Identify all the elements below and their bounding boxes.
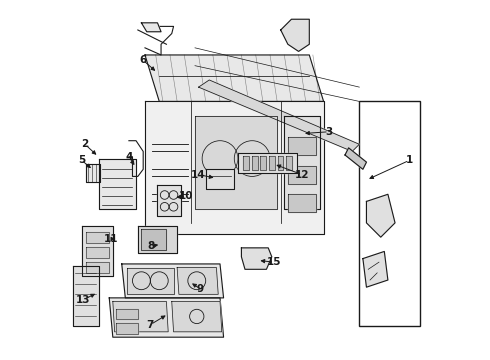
Text: 10: 10 bbox=[179, 191, 194, 201]
Text: 5: 5 bbox=[78, 156, 85, 165]
Text: 9: 9 bbox=[197, 284, 204, 294]
Text: 11: 11 bbox=[104, 234, 118, 244]
Polygon shape bbox=[109, 298, 223, 337]
Polygon shape bbox=[345, 148, 367, 169]
Text: 3: 3 bbox=[325, 127, 333, 137]
Polygon shape bbox=[142, 229, 167, 249]
Polygon shape bbox=[145, 55, 323, 102]
Polygon shape bbox=[260, 156, 266, 170]
Polygon shape bbox=[172, 301, 222, 332]
Polygon shape bbox=[86, 232, 109, 243]
Polygon shape bbox=[269, 156, 275, 170]
Polygon shape bbox=[157, 185, 181, 216]
Polygon shape bbox=[288, 166, 317, 184]
Polygon shape bbox=[277, 156, 283, 170]
Polygon shape bbox=[242, 248, 272, 269]
Polygon shape bbox=[138, 226, 177, 253]
Text: 1: 1 bbox=[406, 156, 413, 165]
Text: 6: 6 bbox=[140, 55, 147, 65]
Polygon shape bbox=[243, 156, 249, 170]
Bar bbox=[359, 102, 420, 327]
Polygon shape bbox=[117, 309, 138, 319]
Polygon shape bbox=[284, 116, 320, 208]
Text: 8: 8 bbox=[148, 241, 155, 251]
Polygon shape bbox=[206, 169, 234, 189]
Text: 4: 4 bbox=[125, 152, 133, 162]
Polygon shape bbox=[73, 266, 98, 327]
Polygon shape bbox=[252, 156, 258, 170]
Polygon shape bbox=[98, 158, 136, 208]
Polygon shape bbox=[195, 116, 277, 208]
Polygon shape bbox=[238, 153, 297, 173]
Polygon shape bbox=[288, 137, 317, 155]
Polygon shape bbox=[122, 264, 223, 298]
Polygon shape bbox=[286, 156, 292, 170]
Polygon shape bbox=[142, 23, 161, 32]
Polygon shape bbox=[86, 262, 109, 273]
Polygon shape bbox=[145, 102, 323, 234]
Polygon shape bbox=[281, 19, 309, 51]
Polygon shape bbox=[363, 251, 388, 287]
Polygon shape bbox=[177, 267, 218, 294]
Polygon shape bbox=[198, 80, 359, 152]
Text: 15: 15 bbox=[267, 257, 282, 267]
Polygon shape bbox=[82, 226, 113, 276]
Polygon shape bbox=[288, 194, 317, 212]
Text: 12: 12 bbox=[295, 170, 309, 180]
Polygon shape bbox=[113, 301, 168, 332]
Text: 7: 7 bbox=[147, 320, 154, 330]
Polygon shape bbox=[127, 267, 173, 294]
Text: 14: 14 bbox=[191, 170, 206, 180]
Polygon shape bbox=[86, 247, 109, 257]
Text: 13: 13 bbox=[76, 295, 91, 305]
Polygon shape bbox=[86, 164, 100, 182]
Polygon shape bbox=[367, 194, 395, 237]
Text: 2: 2 bbox=[81, 139, 89, 149]
Polygon shape bbox=[117, 323, 138, 334]
